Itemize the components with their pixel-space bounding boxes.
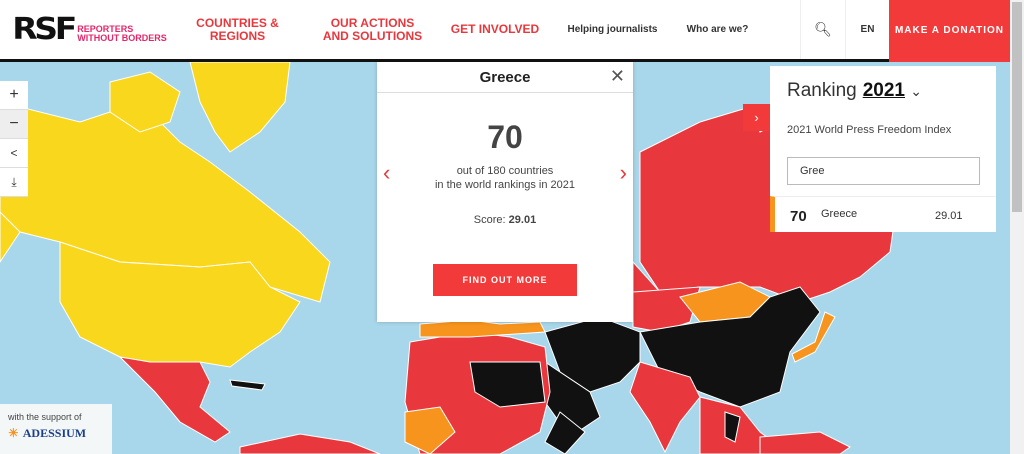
scrollbar-thumb[interactable]	[1012, 2, 1022, 212]
popup-score-label: Score:	[473, 214, 506, 226]
ranking-label: Ranking	[787, 80, 857, 101]
year-selector[interactable]: 2021	[862, 80, 905, 101]
result-score: 29.01	[935, 210, 963, 222]
country-popup: Greece ✕ ‹ › 70 out of 180 countries in t…	[377, 62, 633, 322]
canada	[0, 101, 331, 303]
prev-country-arrow-icon[interactable]: ‹	[383, 160, 391, 185]
sun-icon: ☀	[8, 426, 19, 440]
nav-countries-regions[interactable]: COUNTRIES & REGIONS	[196, 15, 279, 43]
ranking-panel: Ranking 2021 ⌄ 2021 World Press Freedom I…	[770, 66, 996, 232]
share-button[interactable]: <	[0, 139, 28, 168]
greenland	[189, 62, 291, 153]
japan	[791, 311, 836, 363]
search-button[interactable]: 🔍︎	[800, 0, 845, 59]
vietnam	[724, 411, 741, 443]
zoom-out-button[interactable]: −	[0, 110, 28, 139]
site-header: RSF REPORTERS WITHOUT BORDERS COUNTRIES &…	[0, 0, 1010, 62]
rsf-logo[interactable]: RSF REPORTERS WITHOUT BORDERS	[12, 12, 167, 47]
country-search-input[interactable]	[787, 157, 980, 185]
india	[629, 361, 701, 454]
nav-who-are-we[interactable]: Who are we?	[686, 24, 749, 35]
popup-rank-text-2: in the world rankings in 2021	[434, 179, 576, 191]
support-text: with the support of	[8, 412, 82, 422]
mediterranean-europe	[419, 319, 546, 338]
logo-mark: RSF	[12, 12, 77, 47]
usa	[59, 241, 301, 368]
panel-toggle-button[interactable]: ›	[743, 104, 770, 131]
download-button[interactable]: ⤓	[0, 168, 28, 197]
search-icon: 🔍︎	[814, 21, 832, 37]
nav-helping-journalists[interactable]: Helping journalists	[567, 24, 658, 35]
nav-our-actions[interactable]: OUR ACTIONS AND SOLUTIONS	[322, 15, 423, 43]
download-icon: ⤓	[11, 174, 17, 189]
popup-score: 29.01	[508, 214, 537, 226]
donate-button[interactable]: MAKE A DONATION	[889, 0, 1010, 62]
logo-text-1: REPORTERS	[77, 23, 134, 34]
alaska	[0, 211, 21, 263]
west-africa	[404, 406, 456, 454]
south-america	[239, 433, 381, 454]
logo-text-2: WITHOUT BORDERS	[77, 32, 167, 43]
adessium-logo[interactable]: ☀ ADESSIUM	[8, 426, 87, 440]
mexico	[118, 356, 231, 443]
chevron-down-icon[interactable]: ⌄	[910, 83, 923, 99]
language-selector[interactable]: EN	[845, 0, 889, 59]
result-country: Greece	[821, 208, 858, 220]
zoom-in-button[interactable]: +	[0, 81, 28, 110]
page-scrollbar[interactable]	[1010, 0, 1024, 454]
result-row[interactable]: 70 Greece 29.01	[770, 196, 996, 232]
map-controls: + − < ⤓	[0, 81, 28, 197]
arctic-islands	[109, 71, 181, 133]
popup-country-name: Greece	[377, 62, 633, 93]
plus-icon: +	[9, 86, 19, 103]
chevron-right-icon: ›	[754, 110, 759, 125]
indonesia	[759, 431, 851, 454]
find-out-more-button[interactable]: FIND OUT MORE	[433, 264, 577, 296]
nav-get-involved[interactable]: GET INVOLVED	[450, 22, 540, 36]
ranking-title: Ranking 2021 ⌄	[787, 80, 922, 102]
result-rank: 70	[790, 208, 807, 225]
popup-rank: 70	[487, 119, 523, 155]
cuba	[229, 379, 266, 391]
next-country-arrow-icon[interactable]: ›	[619, 160, 627, 185]
libya-egypt	[469, 361, 546, 408]
popup-rank-text-1: out of 180 countries	[456, 165, 554, 177]
close-icon[interactable]: ✕	[609, 66, 625, 86]
minus-icon: −	[9, 115, 19, 132]
ranking-subtitle: 2021 World Press Freedom Index	[787, 124, 952, 136]
share-icon: <	[10, 146, 18, 160]
horn-africa	[544, 411, 586, 454]
sponsor-box: with the support of ☀ ADESSIUM	[0, 404, 112, 454]
